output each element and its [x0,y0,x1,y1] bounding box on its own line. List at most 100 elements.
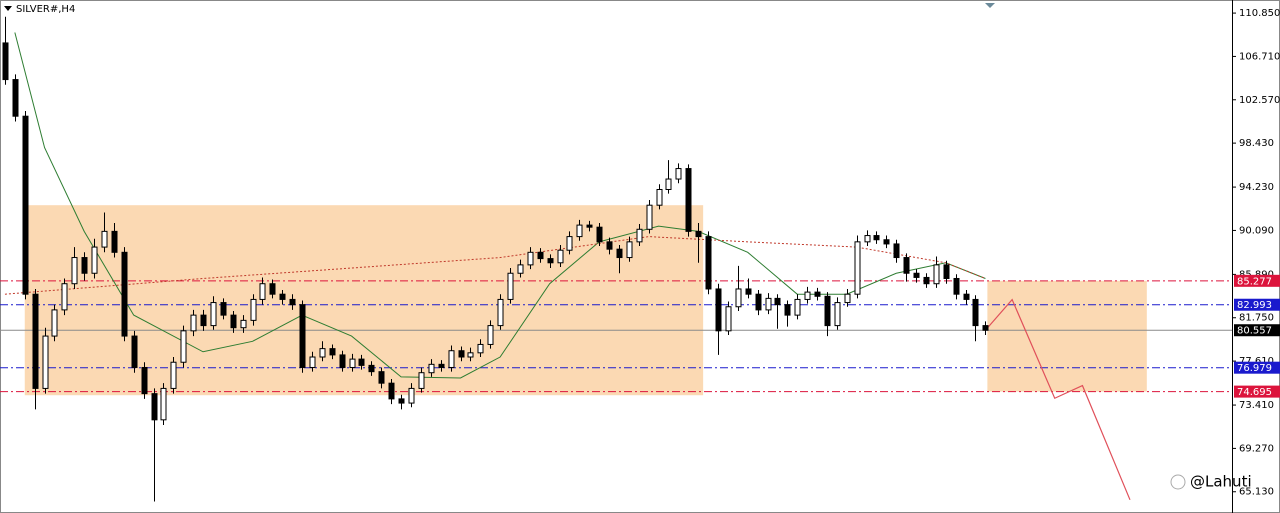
menu-arrow[interactable] [4,6,12,11]
candle-body [418,372,425,389]
candle-body [200,314,207,327]
level-tag [1234,324,1280,337]
candle-body [972,298,979,327]
candle-body [547,258,554,264]
candle-body [91,246,98,274]
level-tag [1234,298,1280,311]
candle-body [180,330,187,363]
candle-body [329,348,336,356]
candle-body [824,295,831,327]
candle-body [665,178,672,190]
candle-body [735,288,742,308]
candle-body [32,293,39,389]
candle-body [606,241,613,250]
candle-body [864,235,871,243]
y-tick-label: 90.090 [1239,225,1274,236]
candle-body [141,366,148,395]
candle-body [339,354,346,368]
price-axis: 110.850 106.710 102.570 98.430 94.230 90.090 8… [1232,8,1280,498]
y-tick-label: 69.270 [1239,443,1274,454]
level-label: 85.277 [1237,276,1272,287]
candle-body [715,288,722,332]
y-tick-label: 102.570 [1239,95,1280,106]
candle-body [834,302,841,327]
candle-body [705,236,712,290]
candle-body [358,358,365,366]
candles [2,16,989,502]
candle-body [81,257,88,274]
candle-body [487,325,494,345]
candle-body [656,188,663,206]
candle-body [913,272,920,278]
projection-line [984,298,1131,501]
candle-body [230,314,237,329]
candle-body [378,371,385,384]
candle-body [2,42,9,81]
candle-body [794,298,801,316]
candle-body [101,230,108,248]
candle-body [71,257,78,285]
candle-body [42,335,49,389]
candle-body [448,350,455,368]
candle-body [725,306,732,332]
candle-body [190,314,197,332]
candle-body [685,168,692,232]
candle-body [22,115,29,295]
level-label: 76.979 [1237,363,1272,374]
candle-body [873,235,880,241]
zone [987,280,1147,392]
y-tick-label: 65.130 [1239,487,1274,498]
level-tag [1234,274,1280,287]
candle-body [507,272,514,300]
y-tick-label: 81.750 [1239,313,1274,324]
candle-body [963,293,970,300]
candle-body [695,230,702,238]
candle-body [636,228,643,243]
level-tag [1234,361,1280,374]
candle-body [467,352,474,358]
candle-body [982,325,989,331]
candle-body [576,224,583,238]
candle-body [220,302,227,316]
candle-body [616,248,623,259]
candle-body [854,241,861,295]
candle-body [586,224,593,228]
candle-body [438,363,445,368]
watermark: @Lahuti [1190,473,1252,491]
level-label: 80.557 [1237,326,1272,337]
candle-body [160,387,167,421]
candle-body [953,277,960,295]
candle-body [517,264,524,274]
candle-body [289,298,296,306]
candle-body [259,283,266,300]
candle-body [349,358,356,368]
candle-body [151,393,158,421]
candle-body [774,297,781,306]
candle-body [745,288,752,295]
candle-body [943,264,950,279]
candle-body [250,298,257,321]
candle-body [458,350,465,358]
candle-body [408,387,415,404]
candle-body [121,251,128,337]
candle-body [784,304,791,316]
candle-body [646,204,653,230]
candle-body [477,343,484,354]
y-tick-label: 98.430 [1239,138,1274,149]
y-tick-label: 106.710 [1239,51,1280,62]
y-tick-label: 77.610 [1239,356,1274,367]
candle-body [527,251,534,266]
candle-body [923,276,930,285]
candle-body [12,79,19,117]
candle-body [388,382,395,400]
y-tick-label: 73.410 [1239,400,1274,411]
candle-body [933,264,940,285]
candle-body [596,226,603,243]
y-tick-label: 110.850 [1239,8,1280,19]
watermark-logo [1170,474,1186,490]
candle-body [497,298,504,327]
candle-body [309,356,316,368]
levels [0,280,1232,393]
candle-body [557,249,564,264]
